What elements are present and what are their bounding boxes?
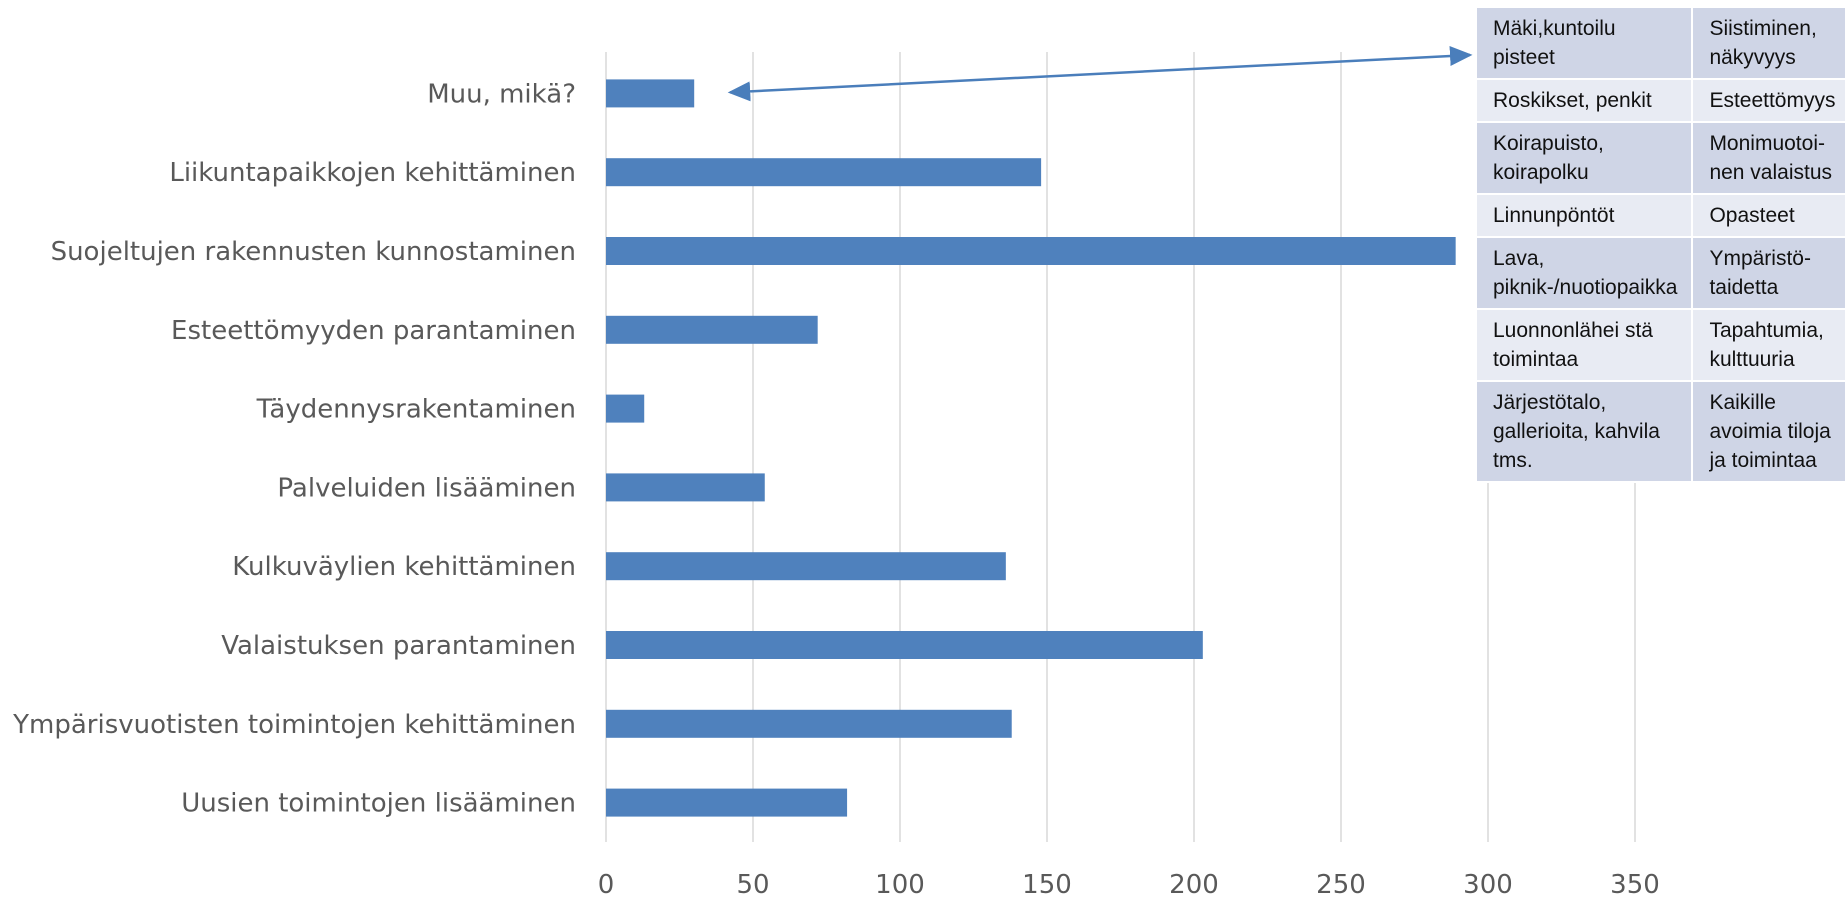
category-labels: Muu, mikä? Liikuntapaikkojen kehittäminen… <box>12 79 576 818</box>
category-label: Liikuntapaikkojen kehittäminen <box>169 158 576 188</box>
annotation-cell: Lava, piknik-/nuotiopaikka <box>1474 236 1694 310</box>
annotation-cell: Koirapuisto, koirapolku <box>1474 121 1694 195</box>
bars <box>606 79 1456 817</box>
category-label: Muu, mikä? <box>427 79 576 109</box>
annotation-cell: Mäki,kuntoilu pisteet <box>1474 6 1694 80</box>
bar <box>606 631 1203 659</box>
bar <box>606 158 1042 187</box>
annotation-row: Lava, piknik-/nuotiopaikka Ympäristö-taid… <box>1474 236 1845 310</box>
x-tick-label: 150 <box>1022 870 1072 897</box>
annotation-cell: Opasteet <box>1691 193 1845 238</box>
annotation-cell: Tapahtumia, kulttuuria <box>1691 308 1845 382</box>
category-label: Kulkuväylien kehittäminen <box>232 552 576 582</box>
annotation-row: Roskikset, penkit Esteettömyys <box>1474 78 1845 123</box>
annotation-row: Järjestötalo, gallerioita, kahvila tms. K… <box>1474 380 1845 483</box>
x-tick-label: 50 <box>736 870 769 897</box>
annotation-cell: Järjestötalo, gallerioita, kahvila tms. <box>1474 380 1694 483</box>
annotation-cell: Roskikset, penkit <box>1474 78 1694 123</box>
category-label: Suojeltujen rakennusten kunnostaminen <box>51 237 576 267</box>
annotation-cell: Kaikille avoimia tiloja ja toimintaa <box>1691 380 1845 483</box>
x-tick-label: 300 <box>1463 870 1513 897</box>
annotation-row: Mäki,kuntoilu pisteet Siistiminen, näkyvy… <box>1474 6 1845 80</box>
annotation-row: Linnunpöntöt Opasteet <box>1474 193 1845 238</box>
bar <box>606 394 645 423</box>
annotation-cell: Linnunpöntöt <box>1474 193 1694 238</box>
bar <box>606 237 1456 265</box>
annotation-row: Koirapuisto, koirapolku Monimuotoi-nen va… <box>1474 121 1845 195</box>
x-tick-label: 350 <box>1610 870 1660 897</box>
category-label: Valaistuksen parantaminen <box>221 631 576 661</box>
annotation-cell: Esteettömyys <box>1691 78 1845 123</box>
annotation-row: Luonnonlähei stä toimintaa Tapahtumia, ku… <box>1474 308 1845 382</box>
x-tick-label: 0 <box>598 870 615 897</box>
bar <box>606 79 695 108</box>
category-label: Esteettömyyden parantaminen <box>171 316 576 346</box>
bar <box>606 552 1006 581</box>
bar <box>606 709 1012 738</box>
annotation-arrow-line <box>727 46 1473 102</box>
bar <box>606 473 765 502</box>
annotation-cell: Monimuotoi-nen valaistus <box>1691 121 1845 195</box>
x-tick-label: 200 <box>1169 870 1219 897</box>
x-tick-label: 250 <box>1316 870 1366 897</box>
annotation-cell: Ympäristö-taidetta <box>1691 236 1845 310</box>
bar <box>606 315 818 344</box>
x-tick-label: 100 <box>875 870 925 897</box>
annotation-cell: Siistiminen, näkyvyys <box>1691 6 1845 80</box>
category-label: Palveluiden lisääminen <box>277 473 576 503</box>
category-label: Ympärisvuotisten toimintojen kehittämine… <box>12 710 576 740</box>
category-label: Uusien toimintojen lisääminen <box>181 789 576 819</box>
annotation-cell: Luonnonlähei stä toimintaa <box>1474 308 1694 382</box>
x-tick-labels: 0 50 100 150 200 250 300 350 <box>598 870 1660 897</box>
annotation-table: Mäki,kuntoilu pisteet Siistiminen, näkyvy… <box>1474 6 1845 483</box>
category-label: Täydennysrakentaminen <box>256 395 576 425</box>
annotation-arrow <box>727 46 1473 102</box>
bar <box>606 788 848 817</box>
